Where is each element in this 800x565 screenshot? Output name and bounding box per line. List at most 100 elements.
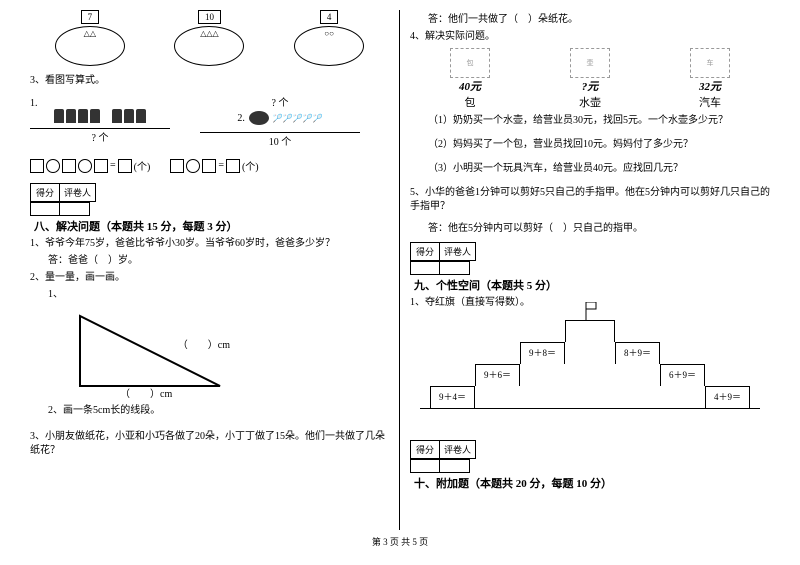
items-row: 包 40元 包 壶 ?元 水壶 车 32元 汽车 [410, 48, 770, 110]
score-blank[interactable] [30, 202, 60, 216]
q4-2: （2）妈妈买了一个包，营业员找回10元。妈妈付了多少元？ [428, 138, 770, 152]
step-r3: 8＋9＝ [615, 342, 660, 364]
section-8-title: 八、解决问题（本题共 15 分，每题 3 分） [34, 221, 238, 233]
q8-2-2: 2、画一条5cm长的线段。 [48, 404, 389, 418]
eq-suffix: (个) [134, 158, 151, 173]
q5: 5、小华的爸爸1分钟可以剪好5只自己的手指甲。他在5分钟内可以剪好几只自己的手指… [410, 186, 770, 214]
score-label: 得分 [30, 183, 60, 202]
item-price: ?元 [570, 78, 610, 94]
item-bag: 包 40元 包 [450, 48, 490, 110]
fig1-label: 1. [30, 98, 170, 109]
brace-icon [30, 123, 170, 129]
oval-number: 7 [81, 10, 100, 24]
blank-square[interactable] [30, 159, 44, 173]
blank-square[interactable] [94, 159, 108, 173]
oval-group-1: 7 △△ [55, 10, 125, 66]
blank-circle[interactable] [78, 159, 92, 173]
q8-2-1: 1、 [48, 288, 389, 302]
step-l2: 9＋6＝ [475, 364, 520, 386]
item-kettle: 壶 ?元 水壶 [570, 48, 610, 110]
fig2-top: ? 个 [200, 94, 360, 109]
item-name: 水壶 [570, 94, 610, 110]
blank-square[interactable] [62, 159, 76, 173]
reviewer-blank[interactable] [440, 261, 470, 275]
q4-3: （3）小明买一个玩具汽车，给营业员40元。应找回几元？ [428, 162, 770, 176]
step-r1: 4＋9＝ [705, 386, 750, 408]
step-top [565, 320, 615, 342]
figures-row: 1. ? 个 ? 个 2. 🏸🏸🏸🏸🏸 10 个 [30, 94, 389, 148]
score-box-blank [410, 261, 770, 275]
tri-bottom-label: （ ）cm [120, 385, 172, 400]
score-label: 得分 [410, 440, 440, 459]
ovals-row: 7 △△ 10 △△△ 4 ○○ [30, 10, 389, 66]
shuttlecocks-icon: 2. 🏸🏸🏸🏸🏸 [200, 109, 360, 127]
tri-right-label: （ ）cm [178, 336, 230, 351]
equation-2: = (个) [170, 158, 258, 173]
blank-square[interactable] [118, 159, 132, 173]
brace-icon [200, 127, 360, 133]
car-icon: 车 [690, 48, 730, 78]
score-box: 得分 评卷人 [410, 440, 770, 459]
page-footer: 第 3 页 共 5 页 [20, 535, 780, 548]
q8-3: 3、小朋友做纸花，小亚和小巧各做了20朵，小丁丁做了15朵。他们一共做了几朵纸花… [30, 430, 389, 458]
section-9-title: 九、个性空间（本题共 5 分） [414, 280, 557, 292]
step-r2: 6＋9＝ [660, 364, 705, 386]
reviewer-label: 评卷人 [440, 242, 476, 261]
score-box-blank [410, 459, 770, 473]
figure-1: 1. ? 个 [30, 98, 170, 144]
figure-2: ? 个 2. 🏸🏸🏸🏸🏸 10 个 [200, 94, 360, 148]
q3-answer: 答：他们一共做了（ ）朵纸花。 [428, 13, 770, 27]
item-car: 车 32元 汽车 [690, 48, 730, 110]
reviewer-blank[interactable] [440, 459, 470, 473]
eq-suffix: (个) [242, 158, 259, 173]
pyramid-base [420, 408, 760, 409]
blank-square[interactable] [226, 159, 240, 173]
reviewer-label: 评卷人 [60, 183, 96, 202]
score-label: 得分 [410, 242, 440, 261]
q8-1-answer: 答：爸爸（ ）岁。 [48, 254, 389, 268]
q8-2: 2、量一量，画一画。 [30, 271, 389, 285]
item-name: 汽车 [690, 94, 730, 110]
reviewer-blank[interactable] [60, 202, 90, 216]
left-column: 7 △△ 10 △△△ 4 ○○ 3、看图写算式。 1. [20, 10, 400, 530]
fig2-bottom: 10 个 [200, 133, 360, 148]
fig2-label: 2. [237, 113, 245, 124]
blank-circle[interactable] [186, 159, 200, 173]
q8-1: 1、爷爷今年75岁，爸爸比爷爷小30岁。当爷爷60岁时，爸爸多少岁？ [30, 237, 389, 251]
score-blank[interactable] [410, 459, 440, 473]
triangle-icon [60, 306, 240, 396]
q5-answer: 答：他在5分钟内可以剪好（ ）只自己的指甲。 [428, 222, 770, 236]
q4-1: （1）奶奶买一个水壶，给营业员30元，找回5元。一个水壶多少元？ [428, 114, 770, 128]
blank-square[interactable] [202, 159, 216, 173]
item-name: 包 [450, 94, 490, 110]
reviewer-label: 评卷人 [440, 440, 476, 459]
right-column: 答：他们一共做了（ ）朵纸花。 4、解决实际问题。 包 40元 包 壶 ?元 水… [400, 10, 780, 530]
step-l3: 9＋8＝ [520, 342, 565, 364]
pyramid-figure: 9＋8＝ 8＋9＝ 9＋6＝ 6＋9＝ 9＋4＝ 4＋9＝ [420, 320, 760, 430]
blank-square[interactable] [170, 159, 184, 173]
score-box-blank [30, 202, 389, 216]
fig1-question: ? 个 [30, 129, 170, 144]
score-box: 得分 评卷人 [410, 242, 770, 261]
triangle-figure: （ ）cm （ ）cm [60, 306, 240, 396]
q4-title: 4、解决实际问题。 [410, 30, 770, 44]
oval-group-2: 10 △△△ [174, 10, 244, 66]
section-10-title: 十、附加题（本题共 20 分，每题 10 分） [414, 478, 612, 490]
oval-shape: ○○ [294, 26, 364, 66]
kettle-icon: 壶 [570, 48, 610, 78]
item-price: 32元 [690, 78, 730, 94]
blank-circle[interactable] [46, 159, 60, 173]
step-l1: 9＋4＝ [430, 386, 475, 408]
score-blank[interactable] [410, 261, 440, 275]
oval-number: 4 [320, 10, 339, 24]
oval-group-3: 4 ○○ [294, 10, 364, 66]
score-box: 得分 评卷人 [30, 183, 389, 202]
equation-1: = (个) [30, 158, 150, 173]
q3-title: 3、看图写算式。 [30, 74, 389, 88]
oval-shape: △△△ [174, 26, 244, 66]
bag-icon: 包 [450, 48, 490, 78]
item-price: 40元 [450, 78, 490, 94]
cups-icon [30, 109, 170, 123]
oval-shape: △△ [55, 26, 125, 66]
oval-number: 10 [198, 10, 221, 24]
